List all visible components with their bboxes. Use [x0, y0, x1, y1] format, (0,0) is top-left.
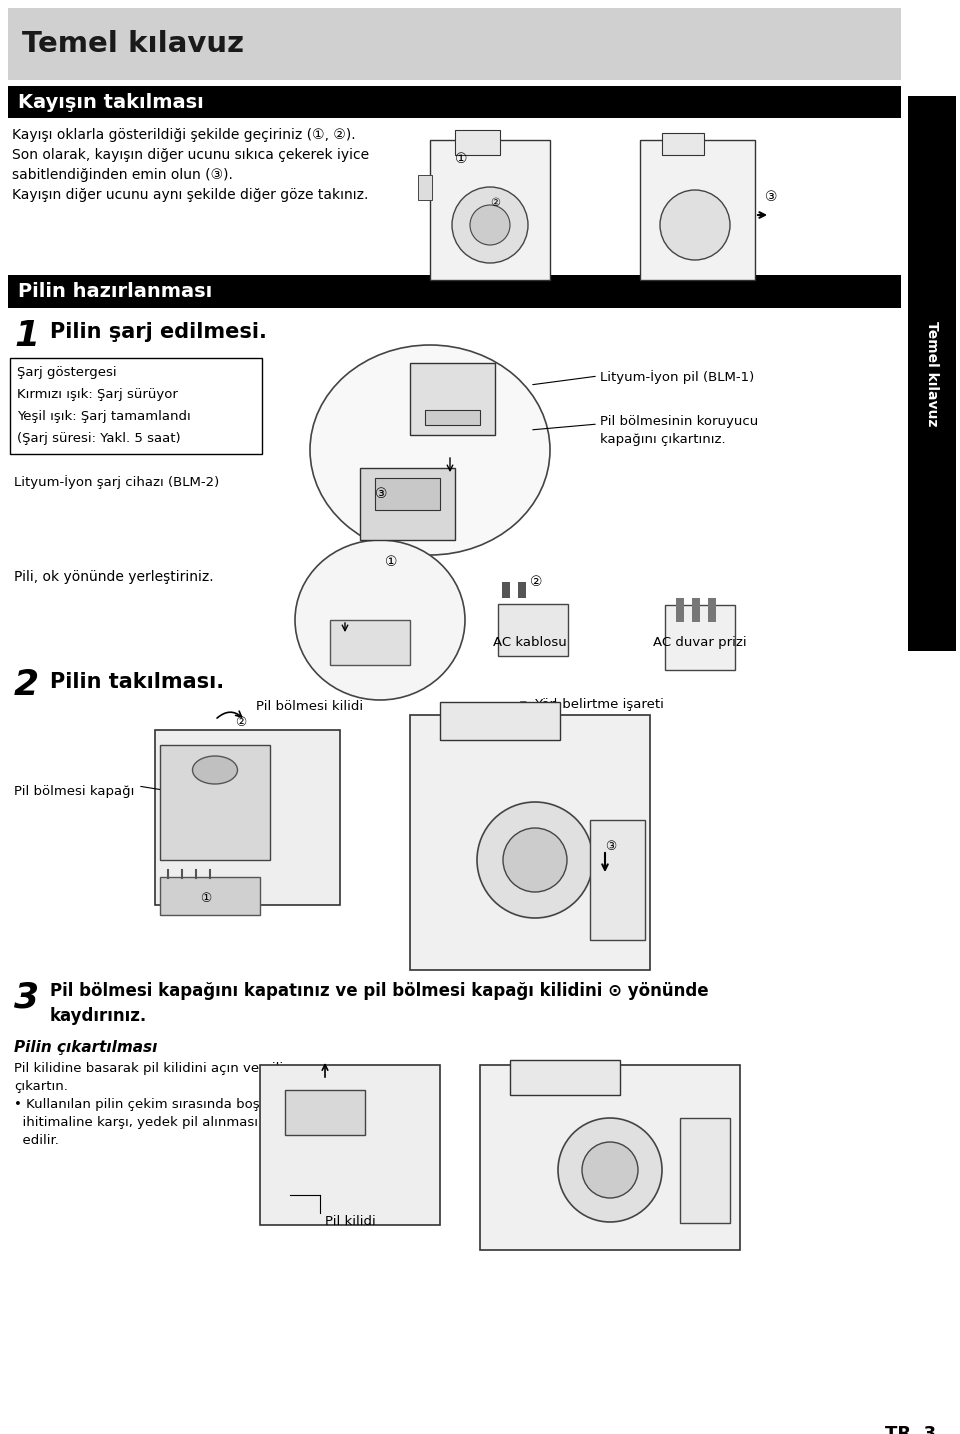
Text: Pil bölmesinin koruyucu: Pil bölmesinin koruyucu	[600, 414, 758, 427]
Text: (Şarj süresi: Yakl. 5 saat): (Şarj süresi: Yakl. 5 saat)	[17, 432, 180, 445]
Text: Pilin çıkartılması: Pilin çıkartılması	[14, 1040, 157, 1055]
Text: kapağını çıkartınız.: kapağını çıkartınız.	[600, 433, 726, 446]
Text: Yeşil ışık: Şarj tamamlandı: Yeşil ışık: Şarj tamamlandı	[17, 410, 191, 423]
Text: Son olarak, kayışın diğer ucunu sıkıca çekerek iyice: Son olarak, kayışın diğer ucunu sıkıca ç…	[12, 148, 370, 162]
Text: Pilin takılması.: Pilin takılması.	[50, 673, 224, 693]
Text: Pil bölmesi kilidi: Pil bölmesi kilidi	[256, 700, 364, 713]
Text: ②: ②	[530, 575, 542, 589]
Text: ihitimaline karşı, yedek pil alınması tavsiye: ihitimaline karşı, yedek pil alınması ta…	[14, 1116, 310, 1129]
Ellipse shape	[310, 346, 550, 555]
Bar	[330, 619, 410, 665]
Circle shape	[477, 802, 593, 918]
Text: Temel kılavuz: Temel kılavuz	[925, 321, 939, 426]
Bar	[498, 604, 568, 655]
Bar	[260, 1065, 440, 1225]
Bar	[418, 175, 432, 199]
Circle shape	[660, 189, 730, 260]
Bar	[708, 598, 716, 622]
Text: Kayışın takılması: Kayışın takılması	[18, 93, 204, 112]
Circle shape	[470, 205, 510, 245]
Text: Kayışı oklarla gösterildiği şekilde geçiriniz (①, ②).: Kayışı oklarla gösterildiği şekilde geçi…	[12, 128, 355, 142]
Circle shape	[582, 1141, 638, 1197]
Text: Pil kilidi: Pil kilidi	[324, 1215, 375, 1228]
Bar	[502, 582, 510, 598]
Text: AC kablosu: AC kablosu	[493, 637, 566, 650]
Text: Temel kılavuz: Temel kılavuz	[22, 30, 244, 57]
Text: Pil bölmesi kapağını kapatınız ve pil bölmesi kapağı kilidini ⊙ yönünde: Pil bölmesi kapağını kapatınız ve pil bö…	[50, 982, 708, 999]
Bar	[692, 598, 700, 622]
Bar	[160, 746, 270, 860]
Text: Şarj göstergesi: Şarj göstergesi	[17, 366, 116, 379]
Text: AC duvar prizi: AC duvar prizi	[653, 637, 747, 650]
Text: ③: ③	[375, 488, 388, 500]
Text: ①: ①	[200, 892, 211, 905]
Bar	[430, 141, 550, 280]
Text: 1: 1	[14, 318, 39, 353]
Bar	[908, 96, 956, 651]
Ellipse shape	[295, 541, 465, 700]
Bar	[518, 582, 526, 598]
Text: Kayışın diğer ucunu aynı şekilde diğer göze takınız.: Kayışın diğer ucunu aynı şekilde diğer g…	[12, 188, 369, 202]
Text: Kırmızı ışık: Şarj sürüyor: Kırmızı ışık: Şarj sürüyor	[17, 389, 178, 402]
Text: • Kullanılan pilin çekim sırasında boşalma: • Kullanılan pilin çekim sırasında boşal…	[14, 1098, 293, 1111]
Bar	[640, 141, 755, 280]
Ellipse shape	[193, 756, 237, 784]
Text: ③: ③	[605, 840, 616, 853]
Text: Pili, ok yönünde yerleştiriniz.: Pili, ok yönünde yerleştiriniz.	[14, 569, 214, 584]
Text: ②: ②	[235, 716, 247, 728]
Text: Pilin şarj edilmesi.: Pilin şarj edilmesi.	[50, 323, 267, 341]
Bar	[375, 478, 440, 511]
Text: ▾  Yön belirtme işareti: ▾ Yön belirtme işareti	[520, 698, 664, 711]
Text: 2: 2	[14, 668, 39, 703]
Text: Pilin hazırlanması: Pilin hazırlanması	[18, 282, 212, 301]
Text: ①: ①	[455, 152, 468, 166]
Text: kaydırınız.: kaydırınız.	[50, 1007, 147, 1025]
Bar	[590, 820, 645, 941]
Text: TR  3: TR 3	[885, 1425, 936, 1434]
Circle shape	[452, 186, 528, 262]
Text: ③: ③	[765, 189, 778, 204]
Bar	[10, 358, 262, 455]
Bar	[680, 1119, 730, 1223]
Bar	[8, 275, 901, 308]
Text: Pil bölmesi kapağı: Pil bölmesi kapağı	[14, 784, 134, 797]
Text: sabitlendiğinden emin olun (③).: sabitlendiğinden emin olun (③).	[12, 168, 233, 182]
Bar	[440, 703, 560, 740]
Circle shape	[558, 1119, 662, 1222]
Bar	[510, 1060, 620, 1096]
Text: edilir.: edilir.	[14, 1134, 59, 1147]
Text: Pil kilidine basarak pil kilidini açın ve pili: Pil kilidine basarak pil kilidini açın v…	[14, 1063, 283, 1076]
Text: 3: 3	[14, 979, 39, 1014]
Bar	[410, 716, 650, 969]
Bar	[410, 363, 495, 435]
Bar	[160, 878, 260, 915]
Bar	[665, 605, 735, 670]
Text: ①: ①	[385, 555, 397, 569]
Bar	[425, 410, 480, 424]
Bar	[8, 9, 901, 80]
Bar	[155, 730, 340, 905]
Bar	[360, 467, 455, 541]
Text: çıkartın.: çıkartın.	[14, 1080, 68, 1093]
Text: Lityum-İyon şarj cihazı (BLM-2): Lityum-İyon şarj cihazı (BLM-2)	[14, 475, 219, 489]
Bar	[455, 130, 500, 155]
Bar	[285, 1090, 365, 1134]
Bar	[676, 598, 684, 622]
Circle shape	[503, 827, 567, 892]
Text: Lityum-İyon pil (BLM-1): Lityum-İyon pil (BLM-1)	[600, 370, 755, 384]
Bar	[662, 133, 704, 155]
Bar	[480, 1065, 740, 1250]
Text: ②: ②	[490, 198, 500, 208]
Bar	[8, 86, 901, 118]
